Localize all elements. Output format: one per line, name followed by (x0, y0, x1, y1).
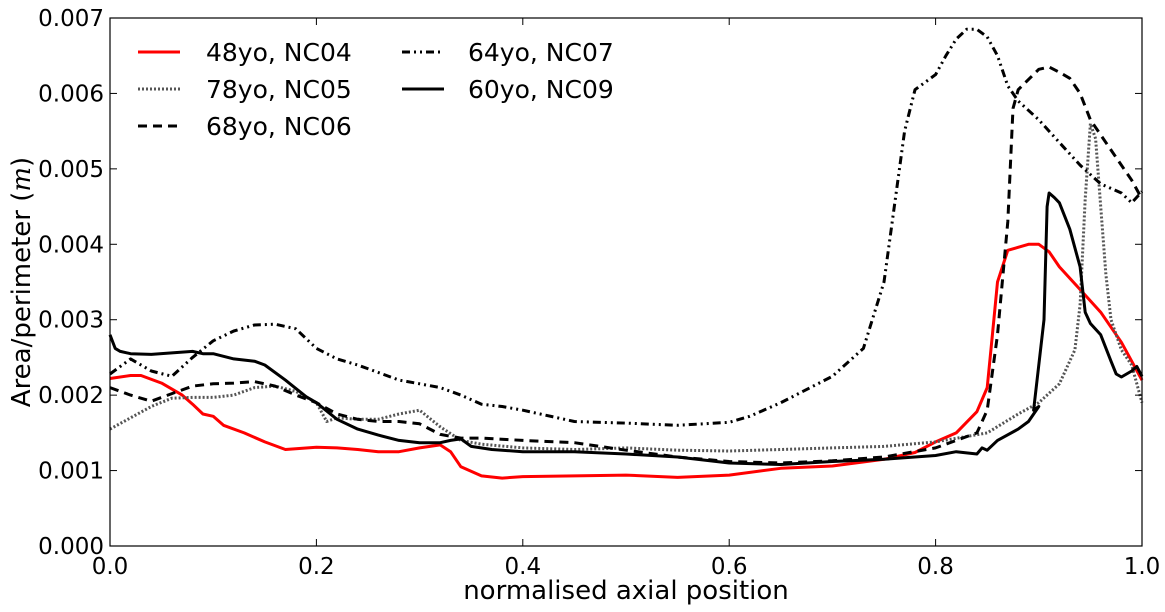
x-tick-label: 0.4 (505, 554, 542, 580)
x-tick-label: 0.0 (92, 554, 129, 580)
x-axis-label: normalised axial position (463, 576, 789, 606)
x-tick-label: 0.2 (298, 554, 335, 580)
legend-label-4: 64yo, NC07 (468, 38, 614, 67)
series-line-3 (109, 65, 1144, 465)
plot-frame (109, 17, 1143, 547)
series-line-5 (108, 191, 1144, 466)
legend-label-5: 60yo, NC09 (468, 75, 614, 104)
y-tick-label: 0.005 (38, 157, 104, 183)
legend-label-1: 48yo, NC04 (206, 38, 352, 67)
legend-label-2: 78yo, NC05 (206, 75, 352, 104)
series-line-1 (109, 242, 1144, 480)
series-line-2 (109, 122, 1144, 453)
y-tick-label: 0.001 (38, 459, 104, 485)
x-tick-label: 0.6 (711, 554, 748, 580)
y-tick-label: 0.000 (38, 534, 104, 560)
y-tick-label: 0.002 (38, 383, 104, 409)
legend-label-3: 68yo, NC06 (206, 112, 352, 141)
y-tick-label: 0.004 (38, 232, 104, 258)
y-axis-unit: m (7, 167, 37, 192)
x-tick-label: 0.8 (917, 554, 954, 580)
y-axis-label-text: Area/perimeter (7, 210, 37, 408)
legend: 48yo, NC04 78yo, NC05 68yo, NC06 64yo, NC07… (138, 38, 614, 141)
y-tick-label: 0.006 (38, 81, 104, 107)
plot-lines (108, 27, 1144, 480)
x-tick-label: 1.0 (1124, 554, 1161, 580)
y-axis-label: Area/perimeter (m) (7, 157, 37, 407)
axis-ticks: 0.0 0.2 0.4 0.6 0.8 1.0 0.000 0.001 0.002 0.003 0.… (38, 6, 1160, 580)
y-tick-label: 0.003 (38, 308, 104, 334)
y-tick-label: 0.007 (38, 6, 104, 32)
